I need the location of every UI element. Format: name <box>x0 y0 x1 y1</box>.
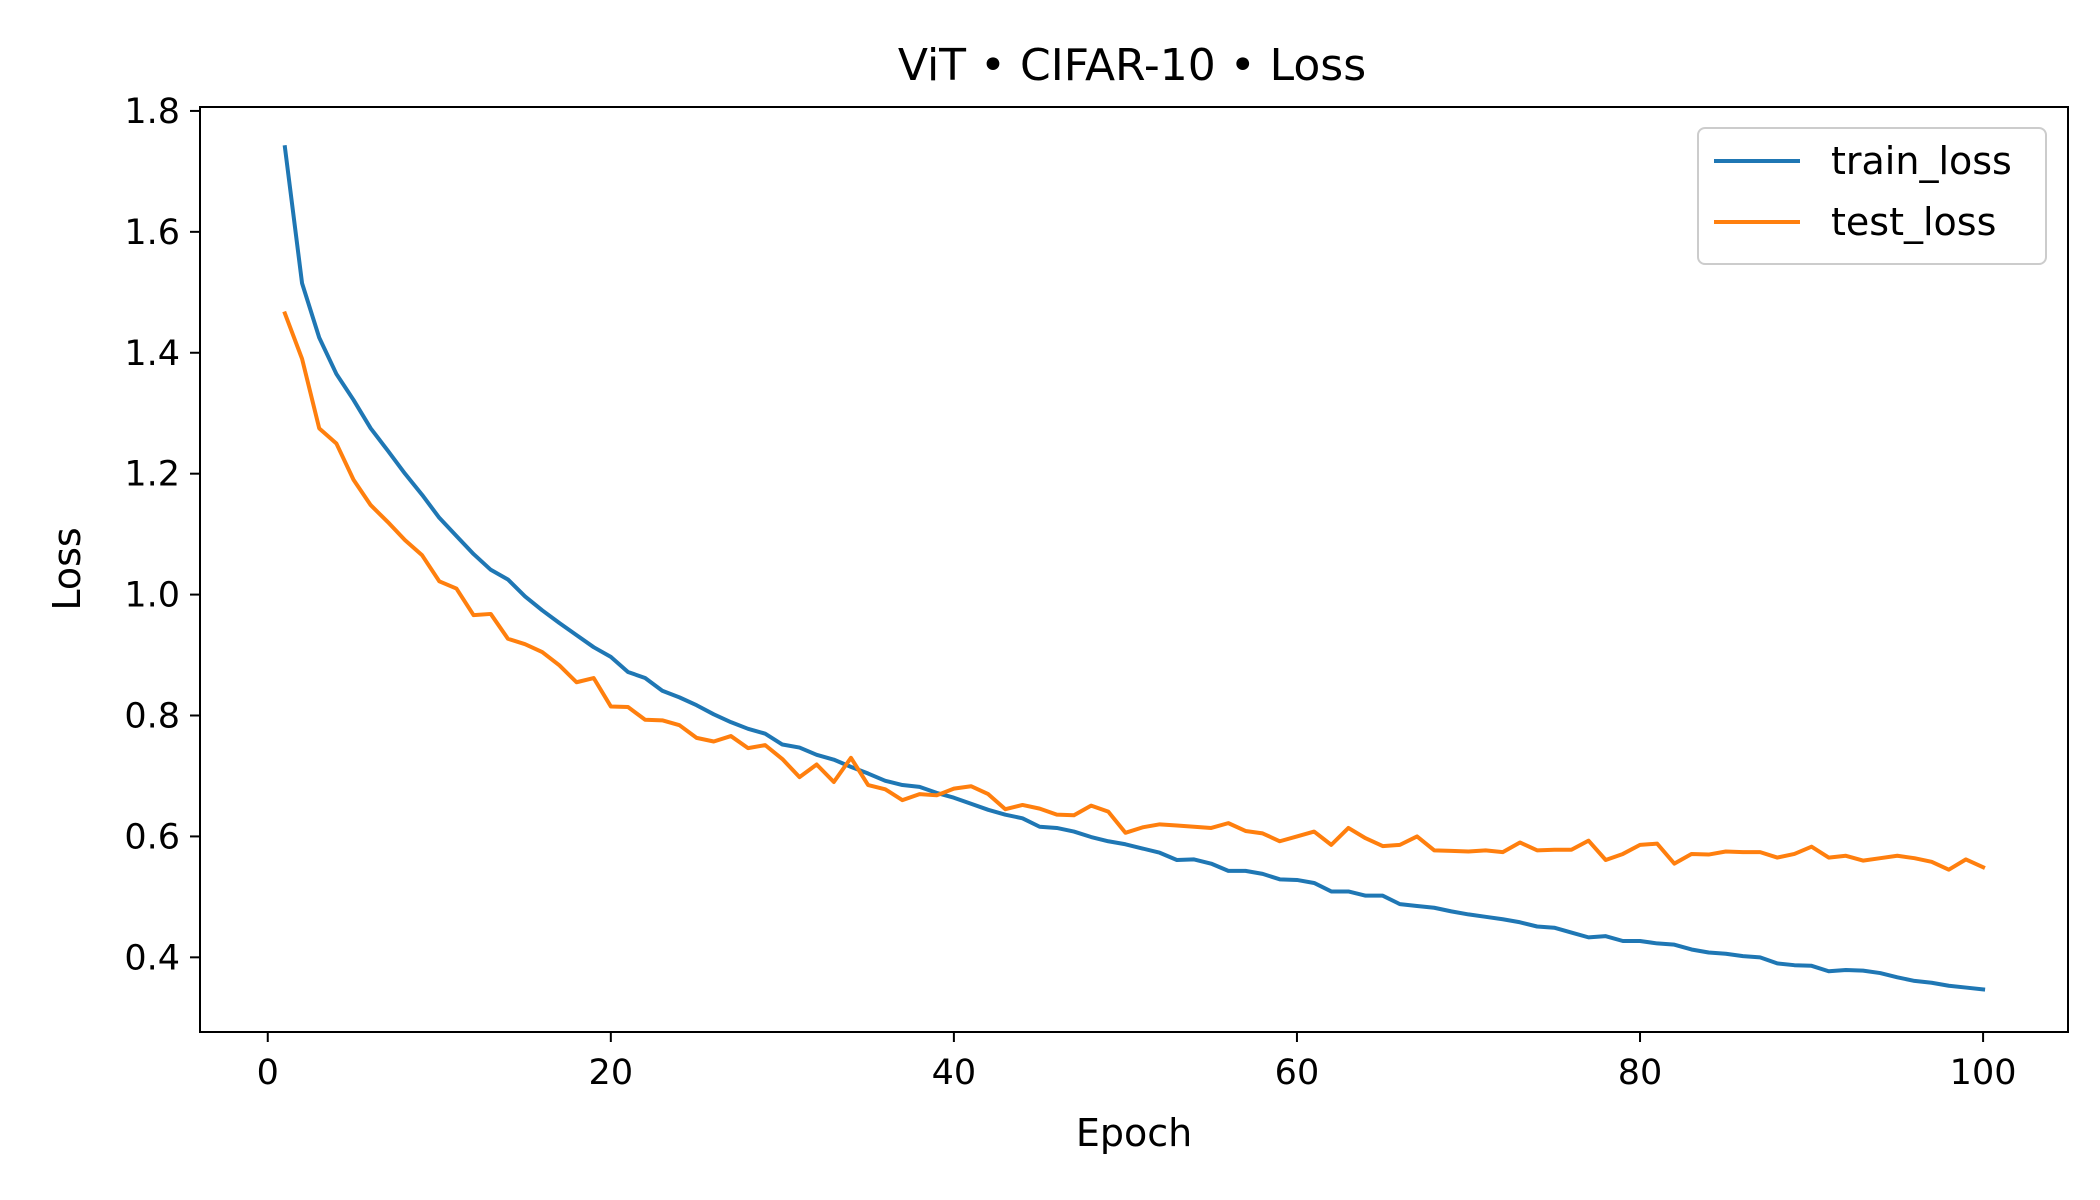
x-axis-label: Epoch <box>1076 1111 1192 1155</box>
y-axis-label: Loss <box>45 527 89 610</box>
y-tick-label: 0.4 <box>124 938 180 978</box>
y-tick-label: 0.8 <box>124 697 180 737</box>
series-layer <box>282 144 1986 992</box>
x-tick-label: 60 <box>1275 1053 1320 1093</box>
legend-label-train-loss: train_loss <box>1831 139 2012 183</box>
x-tick-label: 20 <box>589 1053 634 1093</box>
x-tick-label: 80 <box>1618 1053 1663 1093</box>
series-line-train-loss <box>282 144 1986 992</box>
plot-frame <box>199 106 2069 1033</box>
x-tick-label: 100 <box>1950 1053 2017 1093</box>
y-axis-ticks: 0.4 0.6 0.8 1.0 1.2 1.4 1.6 1.8 <box>124 92 200 978</box>
series-line-test-loss <box>282 310 1986 872</box>
y-tick-label: 1.4 <box>124 334 180 374</box>
x-tick-label: 0 <box>257 1053 279 1093</box>
legend: train_loss test_loss <box>1697 127 2047 265</box>
x-tick-label: 40 <box>932 1053 977 1093</box>
x-axis-ticks: 0 20 40 60 80 100 <box>257 1032 2017 1093</box>
y-tick-label: 1.6 <box>124 213 180 253</box>
y-tick-label: 0.6 <box>124 817 180 857</box>
y-tick-label: 1.8 <box>124 92 180 132</box>
legend-label-test-loss: test_loss <box>1831 200 1996 244</box>
chart-title: ViT • CIFAR-10 • Loss <box>898 40 1366 91</box>
y-tick-label: 1.2 <box>124 455 180 495</box>
y-tick-label: 1.0 <box>124 576 180 616</box>
